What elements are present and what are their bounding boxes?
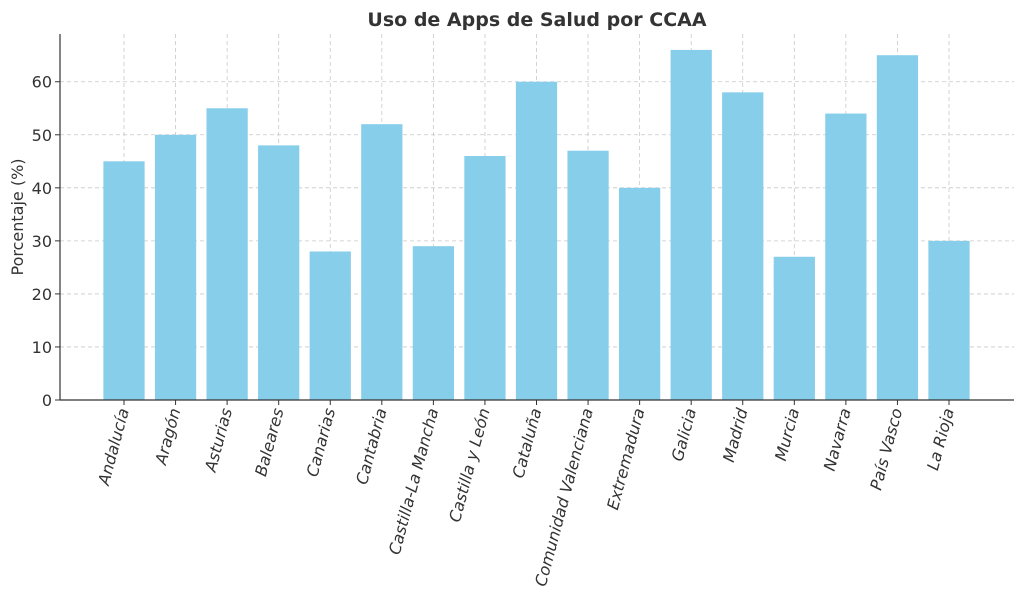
x-tick-label: La Rioja bbox=[923, 406, 958, 472]
bar bbox=[928, 240, 970, 400]
bar bbox=[876, 55, 919, 400]
x-tick-label: Castilla y León bbox=[445, 406, 494, 524]
y-tick-label: 60 bbox=[32, 73, 52, 92]
x-tick-label: Madrid bbox=[719, 405, 752, 464]
y-axis-ticks: 0 10 20 30 40 50 60 bbox=[32, 73, 60, 410]
bar bbox=[154, 134, 197, 401]
bar bbox=[515, 81, 558, 400]
bar bbox=[670, 49, 712, 400]
x-tick-label: Cantabria bbox=[352, 406, 391, 486]
bar bbox=[722, 92, 764, 400]
bar bbox=[103, 161, 145, 400]
x-tick-label: Galicia bbox=[668, 406, 700, 463]
bar bbox=[567, 150, 609, 400]
x-tick-label: Extremadura bbox=[603, 406, 648, 512]
x-tick-label: Asturias bbox=[201, 406, 236, 475]
x-tick-label: Castilla-La Mancha bbox=[385, 406, 442, 557]
bar bbox=[825, 113, 867, 400]
bar bbox=[258, 145, 300, 400]
bar bbox=[773, 256, 815, 400]
x-tick-label: Canarias bbox=[303, 406, 339, 479]
bar bbox=[361, 124, 403, 400]
y-tick-label: 50 bbox=[32, 126, 52, 145]
x-tick-label: Navarra bbox=[820, 406, 855, 473]
chart-title: Uso de Apps de Salud por CCAA bbox=[367, 9, 706, 31]
y-tick-label: 30 bbox=[32, 232, 52, 251]
bar bbox=[619, 187, 661, 400]
x-axis-ticks: Andalucía Aragón Asturias Baleares Canarias C… bbox=[94, 400, 958, 588]
x-tick-label: Andalucía bbox=[94, 406, 133, 488]
y-tick-label: 40 bbox=[32, 179, 52, 198]
y-tick-label: 10 bbox=[32, 338, 52, 357]
bar bbox=[309, 251, 351, 400]
bar bbox=[464, 156, 506, 400]
bar bbox=[206, 108, 248, 401]
x-tick-label: Cataluña bbox=[508, 406, 545, 480]
x-tick-label: Aragón bbox=[151, 406, 184, 467]
bar bbox=[412, 246, 454, 400]
bars bbox=[103, 49, 970, 401]
y-tick-label: 20 bbox=[32, 285, 52, 304]
x-tick-label: Baleares bbox=[251, 406, 287, 478]
y-tick-label: 0 bbox=[42, 391, 52, 410]
x-tick-label: Murcia bbox=[771, 406, 803, 463]
x-tick-label: Comunidad Valenciana bbox=[531, 406, 597, 588]
x-tick-label: País Vasco bbox=[866, 406, 906, 492]
y-axis-label: Porcentaje (%) bbox=[8, 158, 27, 275]
